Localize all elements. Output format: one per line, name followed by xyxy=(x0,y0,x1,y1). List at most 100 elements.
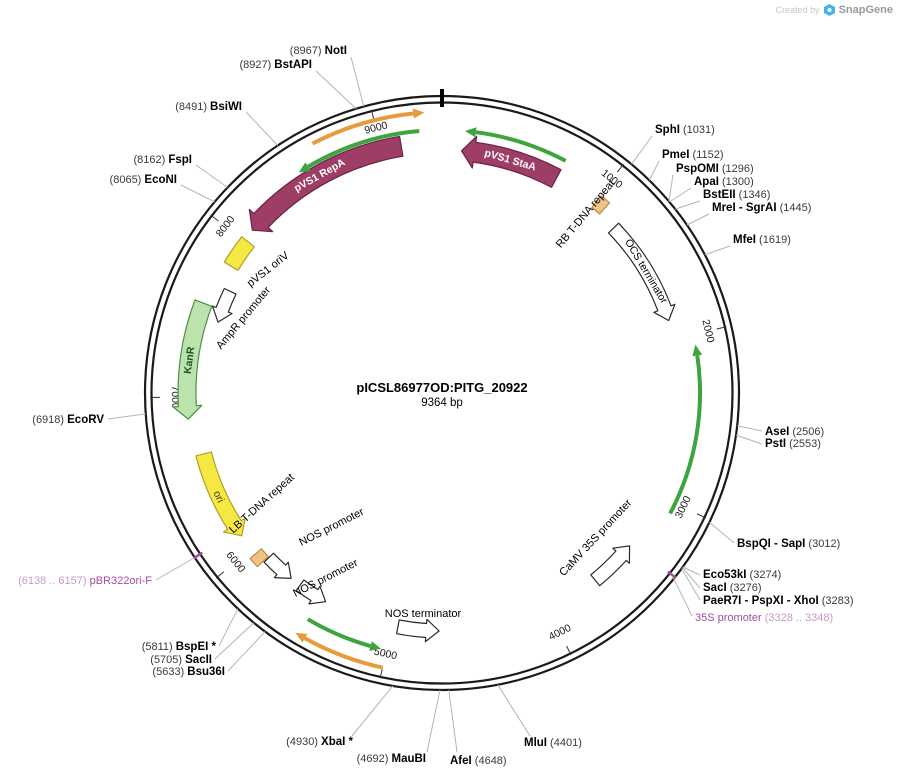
enzyme-sacii[interactable]: (5705) SacII xyxy=(150,654,212,666)
tick-9000 xyxy=(370,109,375,120)
enzyme-asei[interactable]: AseI (2506) xyxy=(765,426,824,438)
enzyme-apai[interactable]: ApaI (1300) xyxy=(694,176,754,188)
plasmid-size: 9364 bp xyxy=(421,397,463,409)
pvs1-oriv[interactable] xyxy=(223,236,255,271)
misc-top-arrowhead xyxy=(412,108,425,119)
pvs1-oriv-label: pVS1 oriV xyxy=(245,249,292,289)
nos-terminator-label: NOS terminator xyxy=(385,608,462,620)
enzyme-maubi[interactable]: (4692) MauBI xyxy=(357,753,426,765)
enzyme-bstapi[interactable]: (8927) BstAPI xyxy=(239,59,312,71)
enzyme-econi[interactable]: (8065) EcoNI xyxy=(110,174,177,186)
orf-right[interactable] xyxy=(668,355,703,515)
ampr-promoter[interactable] xyxy=(211,287,237,323)
enzyme-bstapi-leader xyxy=(315,70,357,110)
ocs-terminator-label: OCS terminator xyxy=(622,237,670,306)
nos-promoter-1[interactable] xyxy=(263,552,292,579)
tick-4000 xyxy=(566,645,572,656)
nos-promoter-2-label: NOS promoter xyxy=(291,557,360,600)
enzyme-psti[interactable]: PstI (2553) xyxy=(765,438,821,450)
camv-35s-promoter-label: CaMV 35S promoter xyxy=(557,497,634,579)
primer-pbr322ori-f[interactable]: (6138 .. 6157) pBR322ori-F xyxy=(18,575,152,587)
enzyme-noti[interactable]: (8967) NotI xyxy=(290,45,347,57)
orf-top-left-arrowhead xyxy=(298,162,311,173)
enzyme-bspqi-sapi[interactable]: BspQI - SapI (3012) xyxy=(737,538,840,550)
orf-top-left[interactable] xyxy=(306,129,420,169)
pvs1-repa[interactable] xyxy=(248,135,404,233)
rb-tdna-repeat[interactable] xyxy=(591,195,611,215)
rb-tdna-repeat-label: RB T-DNA repeat xyxy=(554,178,618,251)
enzyme-mlui-leader xyxy=(497,684,531,737)
primer-35s-promoter[interactable]: 35S promoter (3328 .. 3348) xyxy=(695,612,833,624)
orf-top-right[interactable] xyxy=(475,130,567,163)
tick-label-6000: 6000 xyxy=(223,549,247,575)
watermark-created-by: Created by xyxy=(775,5,820,15)
enzyme-econi-leader xyxy=(180,184,215,203)
enzyme-pmei[interactable]: PmeI (1152) xyxy=(662,149,724,161)
enzyme-mlui[interactable]: MluI (4401) xyxy=(524,737,582,749)
enzyme-mfei[interactable]: MfeI (1619) xyxy=(733,234,791,246)
tick-label-8000: 8000 xyxy=(214,214,238,240)
enzyme-mrei-sgrai[interactable]: MreI - SgrAI (1445) xyxy=(712,202,811,214)
plasmid-title-block: pICSL86977OD:PITG_20922 9364 bp xyxy=(0,380,884,409)
enzyme-noti-leader xyxy=(350,56,365,107)
tick-6000 xyxy=(215,571,225,579)
enzyme-fspi[interactable]: (8162) FspI xyxy=(134,154,193,166)
enzyme-sphi[interactable]: SphI (1031) xyxy=(655,124,715,136)
ori[interactable] xyxy=(195,451,246,537)
ori-label: ori xyxy=(211,489,227,505)
enzyme-ecorv[interactable]: (6918) EcoRV xyxy=(32,414,104,426)
enzyme-pmei-leader xyxy=(648,160,660,181)
enzyme-ecorv-leader xyxy=(107,413,146,420)
enzyme-sacii-leader xyxy=(214,622,255,660)
tick-label-2000: 2000 xyxy=(699,318,716,344)
tick-8000 xyxy=(210,214,219,222)
orf-bottom-arrowhead xyxy=(369,641,382,651)
kanr[interactable] xyxy=(172,299,213,420)
enzyme-maubi-leader xyxy=(426,689,441,753)
enzyme-eco53ki-leader xyxy=(682,566,701,576)
enzyme-bspei-leader xyxy=(218,608,239,647)
pvs1-staa[interactable] xyxy=(460,135,562,188)
lb-tdna-repeat-label: LB T-DNA repeat xyxy=(227,472,297,536)
enzyme-asei-leader xyxy=(737,425,763,432)
orf-right-arrowhead xyxy=(692,344,703,357)
tick-label-5000: 5000 xyxy=(373,646,399,663)
enzyme-pspomi[interactable]: PspOMI (1296) xyxy=(676,163,754,175)
enzyme-xbai[interactable]: (4930) XbaI * xyxy=(286,736,353,748)
enzyme-mfei-leader xyxy=(704,245,731,256)
enzyme-sphi-leader xyxy=(631,135,653,165)
enzyme-bsteii[interactable]: BstEII (1346) xyxy=(703,189,770,201)
plasmid-name: pICSL86977OD:PITG_20922 xyxy=(356,380,528,395)
enzyme-saci-leader xyxy=(682,566,701,589)
primer-pbr322ori-f-mark xyxy=(193,551,203,560)
enzyme-bsteii-leader xyxy=(675,200,701,210)
enzyme-bsu36i[interactable]: (5633) Bsu36I xyxy=(152,666,225,678)
tick-label-4000: 4000 xyxy=(547,622,573,643)
enzyme-bsiwi[interactable]: (8491) BsiWI xyxy=(175,101,242,113)
nos-terminator[interactable] xyxy=(396,618,440,643)
misc-bottom-arrowhead xyxy=(295,632,308,643)
enzyme-afei[interactable]: AfeI (4648) xyxy=(450,755,507,767)
enzyme-mrei-sgrai-leader xyxy=(686,213,710,226)
lb-tdna-repeat[interactable] xyxy=(249,548,269,568)
tick-1000 xyxy=(616,163,624,173)
enzyme-xbai-leader xyxy=(351,685,394,737)
orf-bottom[interactable] xyxy=(306,617,372,649)
ocs-terminator[interactable] xyxy=(607,222,676,322)
enzyme-pspomi-leader xyxy=(668,174,674,202)
enzyme-paer7i-pspxi-xhoi-leader xyxy=(681,568,701,601)
nos-promoter-2[interactable] xyxy=(295,579,327,605)
misc-top[interactable] xyxy=(311,111,414,146)
enzyme-bspei[interactable]: (5811) BspEI * xyxy=(142,641,217,653)
enzyme-fspi-leader xyxy=(195,164,228,188)
enzyme-eco53ki[interactable]: Eco53kI (3274) xyxy=(703,569,781,581)
tick-2000 xyxy=(716,326,727,330)
camv-35s-promoter[interactable] xyxy=(590,545,631,587)
kanr-label: KanR xyxy=(182,345,197,374)
misc-bottom[interactable] xyxy=(303,636,383,670)
enzyme-paer7i-pspxi-xhoi[interactable]: PaeR7I - PspXI - XhoI (3283) xyxy=(703,595,854,607)
enzyme-saci[interactable]: SacI (3276) xyxy=(703,582,762,594)
enzyme-bsiwi-leader xyxy=(245,111,279,146)
